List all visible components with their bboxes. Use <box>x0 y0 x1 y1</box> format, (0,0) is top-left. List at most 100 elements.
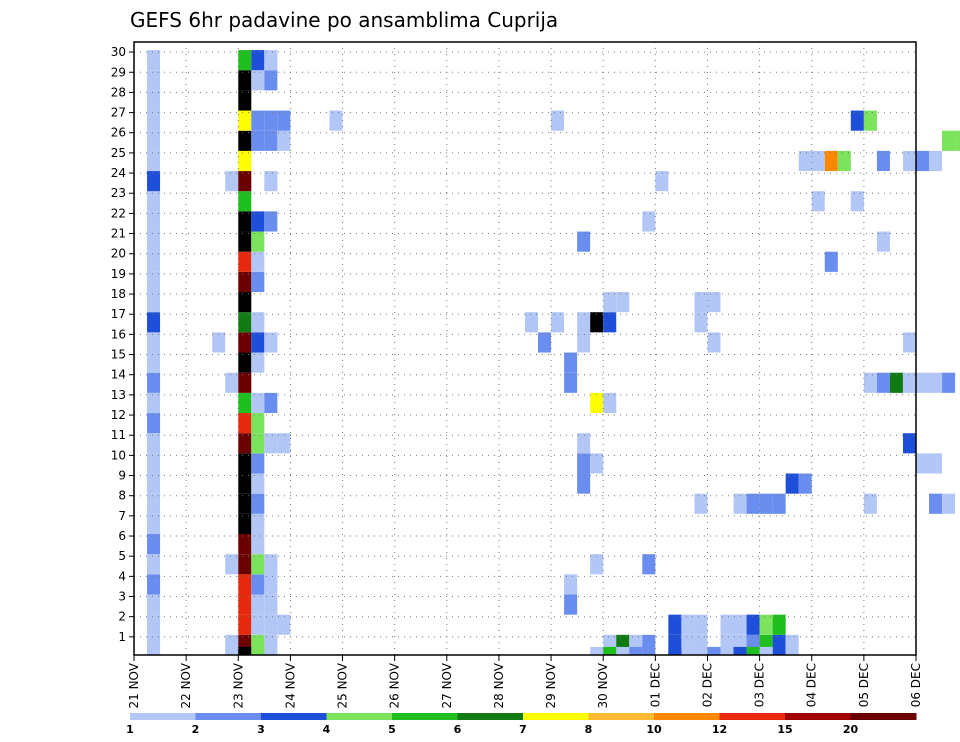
heat-cell <box>238 312 252 333</box>
heat-cell <box>876 150 890 172</box>
heat-cell <box>147 211 161 232</box>
heat-cell <box>251 614 265 635</box>
heat-cell <box>277 614 291 635</box>
heat-cell <box>238 352 252 373</box>
heat-cell <box>251 271 265 293</box>
heat-cell <box>577 473 591 494</box>
heat-cell <box>746 614 760 635</box>
heat-cell <box>238 574 252 595</box>
x-tick-label: 23 NOV <box>231 662 245 708</box>
heat-cell <box>238 534 252 555</box>
heat-cell <box>251 392 265 414</box>
heat-cell <box>525 312 539 333</box>
heat-cell <box>238 372 252 393</box>
heat-cell <box>251 130 265 151</box>
legend-swatch <box>130 713 196 720</box>
heat-cell <box>733 614 747 635</box>
heat-cell <box>238 251 252 272</box>
heat-cell <box>837 150 851 172</box>
x-tick-label: 22 NOV <box>179 662 193 708</box>
heat-cell <box>876 231 890 252</box>
heat-cell <box>147 413 161 434</box>
heat-cell <box>238 392 252 414</box>
x-tick-label: 03 DEC <box>753 663 767 707</box>
heat-cell <box>564 372 578 393</box>
heat-cell <box>147 513 161 535</box>
heat-cell <box>889 372 903 393</box>
heat-cell <box>798 473 812 494</box>
y-tick-label: 29 <box>111 65 126 79</box>
heat-cell <box>238 171 252 192</box>
x-tick-label: 05 DEC <box>857 663 871 707</box>
heat-cell <box>147 646 161 655</box>
heat-cell <box>225 171 239 192</box>
heat-cell <box>772 614 786 635</box>
heat-cell <box>147 130 161 151</box>
y-tick-label: 16 <box>111 327 126 341</box>
heat-cell <box>238 50 252 71</box>
heat-cell <box>238 70 252 91</box>
heat-cell <box>916 453 930 474</box>
heat-cell <box>251 70 265 91</box>
heat-cell <box>238 211 252 232</box>
heat-cell <box>955 130 960 151</box>
heat-cell <box>147 574 161 595</box>
heat-cell <box>147 271 161 293</box>
legend-swatch <box>326 713 393 720</box>
heat-cell <box>681 634 695 655</box>
y-tick-label: 19 <box>111 267 126 281</box>
heat-cell <box>863 372 877 393</box>
heat-cell <box>238 473 252 494</box>
y-tick-label: 26 <box>111 126 126 140</box>
heat-cell <box>603 292 617 313</box>
heat-cell <box>251 352 265 373</box>
heat-cell <box>147 372 161 393</box>
heat-cell <box>147 110 161 131</box>
legend-label: 2 <box>192 723 200 736</box>
legend-swatch <box>654 713 720 720</box>
heat-cell <box>238 110 252 131</box>
heat-cell <box>603 392 617 414</box>
x-tick-label: 06 DEC <box>909 663 923 707</box>
y-tick-label: 30 <box>111 45 126 59</box>
heat-cell <box>642 634 656 655</box>
heat-cell <box>264 332 278 353</box>
x-tick-label: 21 NOV <box>127 662 141 708</box>
heat-cell <box>238 453 252 474</box>
heat-cell <box>238 150 252 172</box>
x-tick-label: 25 NOV <box>336 662 350 708</box>
heat-cell <box>720 634 734 655</box>
heat-cell <box>538 332 552 353</box>
legend-label: 1 <box>126 723 134 736</box>
color-legend: 1 2 3 4 5 6 7 8 10 12 15 20 <box>126 713 917 736</box>
heat-cell <box>264 433 278 454</box>
heat-cell <box>642 554 656 575</box>
y-tick-label: 3 <box>118 590 126 604</box>
heat-cell <box>147 150 161 172</box>
heat-cell <box>238 191 252 212</box>
heat-cell <box>264 70 278 91</box>
heat-cell <box>929 493 943 514</box>
x-tick-label: 26 NOV <box>388 662 402 708</box>
heat-cell <box>251 50 265 71</box>
heat-cell <box>251 110 265 131</box>
heat-cell <box>824 251 838 272</box>
legend-swatch <box>195 713 262 720</box>
heat-cell <box>251 534 265 555</box>
heat-cell <box>251 251 265 272</box>
heat-cell <box>264 594 278 615</box>
heat-cell <box>147 292 161 313</box>
heat-cell <box>590 392 604 414</box>
heat-cell <box>616 646 630 655</box>
legend-swatch <box>261 713 327 720</box>
heat-cell <box>238 90 252 111</box>
heat-cell <box>329 110 343 131</box>
heat-cell <box>264 392 278 414</box>
heat-cell <box>251 646 265 655</box>
heat-cell <box>251 211 265 232</box>
heat-cell <box>147 352 161 373</box>
heat-cell <box>251 473 265 494</box>
legend-label: 6 <box>454 723 462 736</box>
heat-cell <box>147 191 161 212</box>
heat-cell <box>147 493 161 514</box>
